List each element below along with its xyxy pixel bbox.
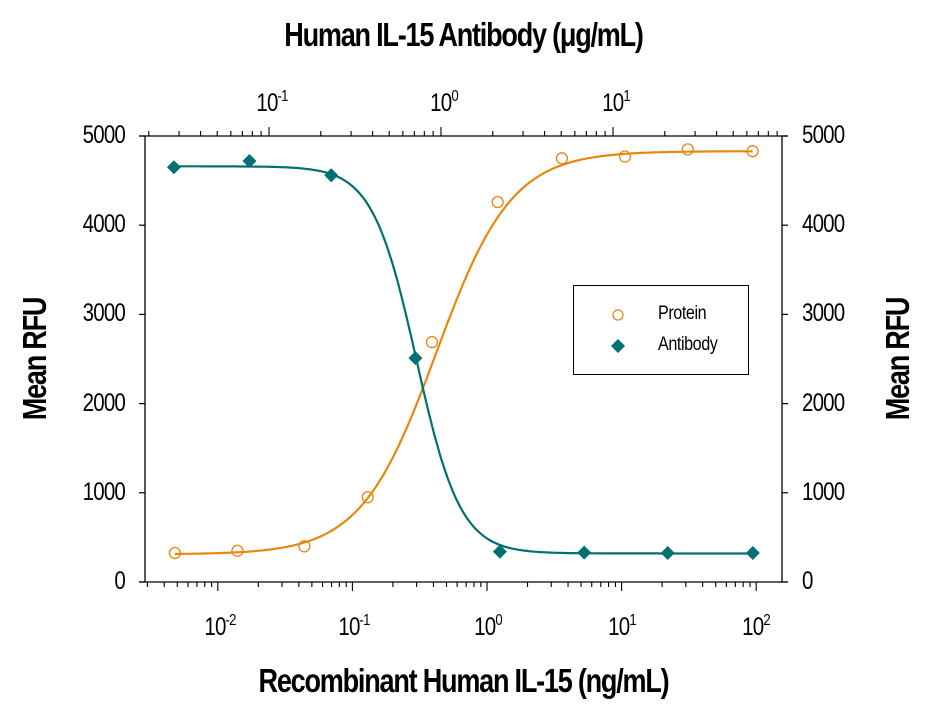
- legend-label-antibody: Antibody: [658, 334, 718, 355]
- antibody-point: [242, 153, 257, 168]
- y-tick-left-4000: 4000: [82, 210, 126, 238]
- x-tick-bottom-1e-1: 10-1: [338, 612, 370, 641]
- protein-point: [681, 143, 694, 156]
- antibody-point: [408, 351, 423, 366]
- y-tick-right-2000: 2000: [802, 389, 845, 417]
- antibody-point: [492, 544, 507, 559]
- legend-item-protein: Protein: [574, 303, 748, 327]
- legend: Protein Antibody: [573, 285, 749, 375]
- data-markers: [166, 143, 760, 561]
- y-tick-right-5000: 5000: [802, 121, 845, 149]
- protein-point: [231, 544, 244, 557]
- bottom-axis-title: Recombinant Human IL-15 (ng/mL): [258, 662, 670, 699]
- x-tick-top-1e1: 101: [602, 88, 630, 117]
- protein-point: [746, 145, 759, 158]
- protein-point: [361, 491, 374, 504]
- y-tick-left-5000: 5000: [82, 121, 126, 149]
- protein-point: [298, 540, 311, 553]
- legend-label-protein: Protein: [658, 303, 707, 324]
- y-tick-left-0: 0: [114, 567, 125, 595]
- x-tick-bottom-1e2: 102: [742, 612, 770, 641]
- x-tick-bottom-1e0: 100: [474, 612, 502, 641]
- protein-point: [555, 152, 569, 165]
- antibody-point: [660, 546, 675, 561]
- protein-point: [425, 335, 439, 349]
- antibody-point: [166, 160, 181, 175]
- y-tick-right-3000: 3000: [802, 299, 845, 327]
- x-tick-top-1e0: 100: [430, 88, 458, 117]
- x-tick-top-1e-1: 10-1: [256, 88, 288, 117]
- protein-point: [168, 546, 182, 560]
- protein-point: [618, 150, 632, 163]
- y-tick-right-4000: 4000: [802, 210, 845, 238]
- filled-diamond-icon: [611, 339, 625, 353]
- y-tick-left-1000: 1000: [82, 478, 126, 506]
- antibody-point: [577, 545, 592, 560]
- antibody-point: [324, 168, 339, 183]
- protein-point: [491, 195, 504, 209]
- open-circle-icon: [612, 309, 624, 321]
- axes-frame: [139, 135, 788, 583]
- legend-item-antibody: Antibody: [574, 334, 748, 358]
- fit-curves: [173, 150, 753, 556]
- x-tick-bottom-1e-2: 10-2: [204, 612, 236, 641]
- y-tick-left-3000: 3000: [82, 299, 126, 327]
- x-tick-bottom-1e1: 101: [608, 612, 636, 641]
- y-tick-left-2000: 2000: [82, 389, 126, 417]
- y-tick-right-0: 0: [802, 567, 813, 595]
- top-axis-title: Human IL-15 Antibody (μg/mL): [284, 16, 644, 53]
- antibody-point: [745, 546, 760, 561]
- y-tick-right-1000: 1000: [802, 478, 845, 506]
- axis-ticks: [139, 127, 788, 591]
